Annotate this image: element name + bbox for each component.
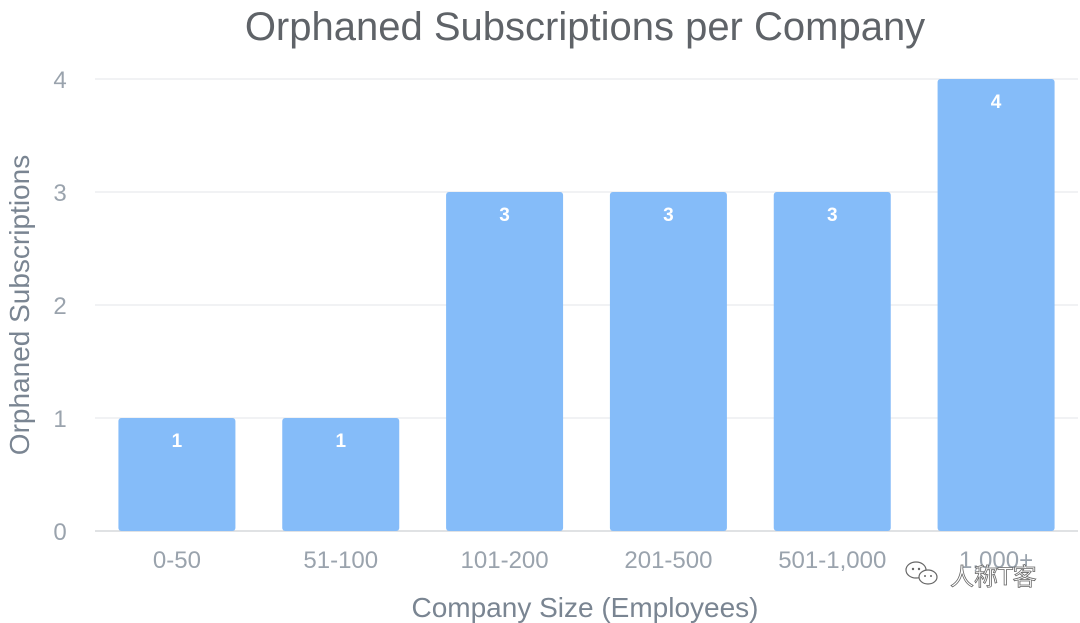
bars: 1 1 3 3 3 4: [118, 79, 1055, 531]
x-tick-label: 1,000+: [959, 547, 1033, 574]
y-tick-label: 4: [53, 67, 66, 94]
chart-title: Orphaned Subscriptions per Company: [245, 5, 925, 49]
bar: [282, 418, 400, 531]
y-tick-label: 2: [53, 293, 66, 320]
bar: [937, 79, 1055, 531]
bar: [118, 418, 236, 531]
x-tick-label: 201-500: [624, 547, 712, 574]
x-axis-title: Company Size (Employees): [411, 592, 758, 623]
y-tick-label: 1: [53, 406, 66, 433]
y-tick-label: 3: [53, 180, 66, 207]
bar: [773, 192, 891, 531]
data-label: 1: [172, 431, 183, 452]
data-label: 3: [499, 205, 510, 226]
y-axis-ticks: 0 1 2 3 4: [53, 67, 66, 546]
x-tick-label: 101-200: [461, 547, 549, 574]
bar: [446, 192, 564, 531]
x-tick-label: 51-100: [303, 547, 378, 574]
data-label: 1: [335, 431, 346, 452]
data-label: 3: [663, 205, 674, 226]
bar: [609, 192, 727, 531]
data-label: 3: [827, 205, 838, 226]
watermark-text: 人称T客: [950, 563, 1037, 591]
data-label: 4: [991, 92, 1002, 113]
watermark: 人称T客: [905, 561, 1037, 591]
y-axis-title: Orphaned Subscriptions: [4, 155, 35, 455]
x-axis-ticks: 0-50 51-100 101-200 201-500 501-1,000 1,000+: [153, 547, 1033, 574]
x-tick-label: 0-50: [153, 547, 201, 574]
y-tick-label: 0: [53, 519, 66, 546]
grid-lines: [95, 78, 1078, 532]
wechat-icon: [905, 561, 938, 585]
x-tick-label: 501-1,000: [778, 547, 886, 574]
